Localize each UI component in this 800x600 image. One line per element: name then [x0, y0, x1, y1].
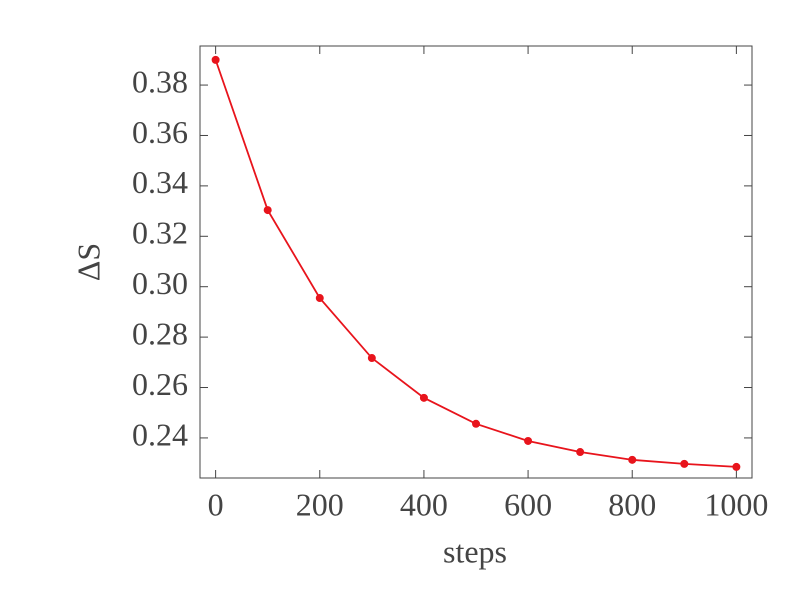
point: [367, 354, 376, 363]
y-axis-label: ΔS: [70, 243, 106, 281]
x-axis-label: steps: [443, 533, 507, 569]
point: [628, 455, 637, 464]
point: [472, 419, 480, 428]
y-tick-label: 0.32: [132, 215, 188, 251]
point: [680, 459, 689, 468]
plot-frame: [199, 45, 753, 479]
line: [214, 59, 737, 468]
y-tick-label: 0.34: [132, 164, 188, 200]
y-tick-label: 0.24: [132, 416, 188, 452]
x-tick-label: 1000: [704, 486, 768, 522]
point: [315, 294, 324, 303]
point: [576, 448, 585, 457]
point: [211, 55, 220, 64]
y-tick-label: 0.26: [132, 366, 188, 402]
x-tick-label: 0: [208, 486, 224, 522]
point: [419, 393, 428, 402]
y-tick-label: 0.28: [132, 315, 188, 351]
x-tick-label: 200: [296, 486, 344, 522]
x-tick-label: 400: [400, 486, 448, 522]
x-tick-label: 800: [608, 486, 656, 522]
y-tick-label: 0.36: [132, 114, 188, 150]
y-tick-label: 0.30: [132, 265, 188, 301]
point: [263, 206, 272, 215]
point: [732, 462, 741, 471]
x-tick-label: 600: [504, 486, 552, 522]
y-tick-label: 0.38: [132, 63, 188, 99]
point: [524, 436, 533, 445]
